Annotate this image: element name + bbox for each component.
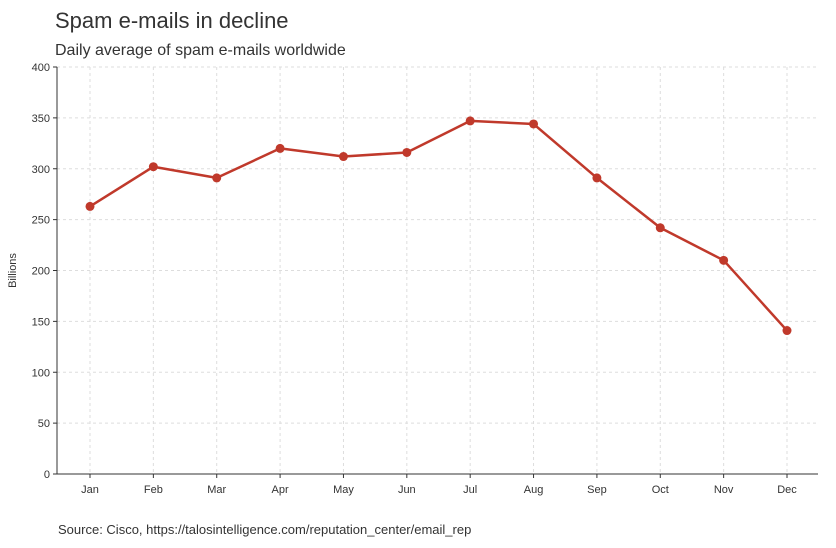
data-point-nov (719, 255, 729, 265)
grid (57, 66, 818, 475)
data-point-jun (402, 147, 412, 157)
y-tick-label: 400 (32, 62, 50, 74)
y-tick-label: 200 (32, 266, 50, 278)
y-tick-label: 150 (32, 316, 50, 328)
x-tick-label: Aug (524, 484, 544, 496)
data-point-jan (85, 201, 95, 211)
data-point-feb (148, 162, 158, 172)
data-point-mar (212, 173, 222, 183)
x-tick-label: Sep (587, 484, 607, 496)
source-note: Source: Cisco, https://talosintelligence… (58, 522, 472, 537)
y-tick-label: 100 (32, 367, 50, 379)
x-tick-label: Mar (207, 484, 226, 496)
series-spam (85, 116, 792, 336)
y-tick-label: 0 (44, 469, 50, 481)
y-tick-label: 350 (32, 113, 50, 125)
x-tick-label: Jul (463, 484, 477, 496)
chart-subtitle: Daily average of spam e-mails worldwide (55, 42, 346, 59)
y-tick-label: 300 (32, 164, 50, 176)
x-tick-label: Jun (398, 484, 416, 496)
y-tick-label: 250 (32, 215, 50, 227)
data-point-oct (655, 223, 665, 233)
line-chart: 0 50 100 150 200 250 300 350 400 Jan Feb Mar Apr May J… (7, 62, 818, 496)
x-tick-label: Oct (652, 484, 669, 496)
x-tick-label: Feb (144, 484, 163, 496)
data-point-dec (782, 326, 792, 336)
x-tick-label: Nov (714, 484, 734, 496)
chart-title: Spam e-mails in decline (55, 8, 289, 33)
x-tick-label: Jan (81, 484, 99, 496)
y-tick-label: 50 (38, 418, 50, 430)
data-point-may (338, 152, 348, 162)
data-point-jul (465, 116, 475, 126)
data-point-apr (275, 143, 285, 153)
data-point-sep (592, 173, 602, 183)
y-axis-title: Billions (7, 253, 19, 288)
x-tick-label: Apr (272, 484, 289, 496)
axes: 0 50 100 150 200 250 300 350 400 Jan Feb Mar Apr May J… (32, 62, 818, 496)
x-tick-label: May (333, 484, 354, 496)
series-line (89, 119, 788, 332)
data-point-aug (529, 119, 539, 129)
x-tick-label: Dec (777, 484, 797, 496)
